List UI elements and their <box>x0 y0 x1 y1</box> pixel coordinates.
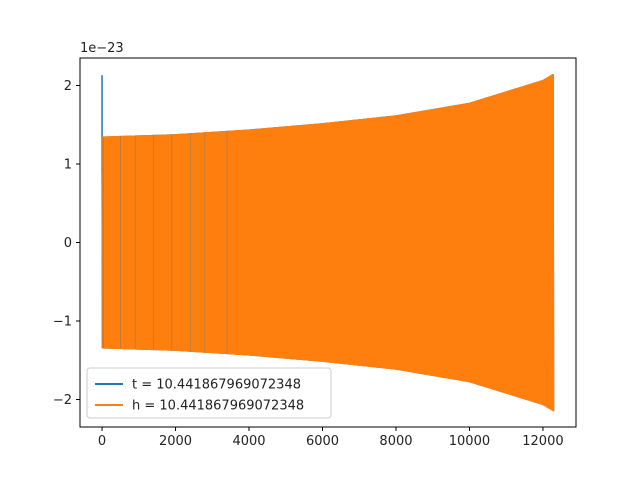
legend-label: h = 10.441867969072348 <box>132 399 304 414</box>
plot-area <box>101 74 555 412</box>
x-tick-label: 4000 <box>232 434 265 449</box>
x-tick-label: 12000 <box>522 434 563 449</box>
y-tick-label: −1 <box>53 315 72 330</box>
x-tick-label: 0 <box>98 434 106 449</box>
axes: 0 2000 4000 6000 8000 10000 12000 −2 −1 0 1 2 <box>53 57 577 449</box>
legend-box <box>86 367 332 419</box>
x-tick-label: 8000 <box>379 434 412 449</box>
y-tick-label: 2 <box>64 79 72 94</box>
series-line-h <box>101 74 555 412</box>
x-tick-label: 10000 <box>449 434 490 449</box>
x-tick-label: 6000 <box>306 434 339 449</box>
legend-label: t = 10.441867969072348 <box>132 378 301 393</box>
y-tick-label: 1 <box>64 157 72 172</box>
legend: t = 10.441867969072348 h = 10.44186796907… <box>86 367 332 419</box>
y-exponent-label: 1e−23 <box>80 41 124 56</box>
y-tick-label: −2 <box>53 393 72 408</box>
x-tick-label: 2000 <box>159 434 192 449</box>
plot-clip-group <box>101 74 555 412</box>
y-tick-label: 0 <box>64 236 72 251</box>
